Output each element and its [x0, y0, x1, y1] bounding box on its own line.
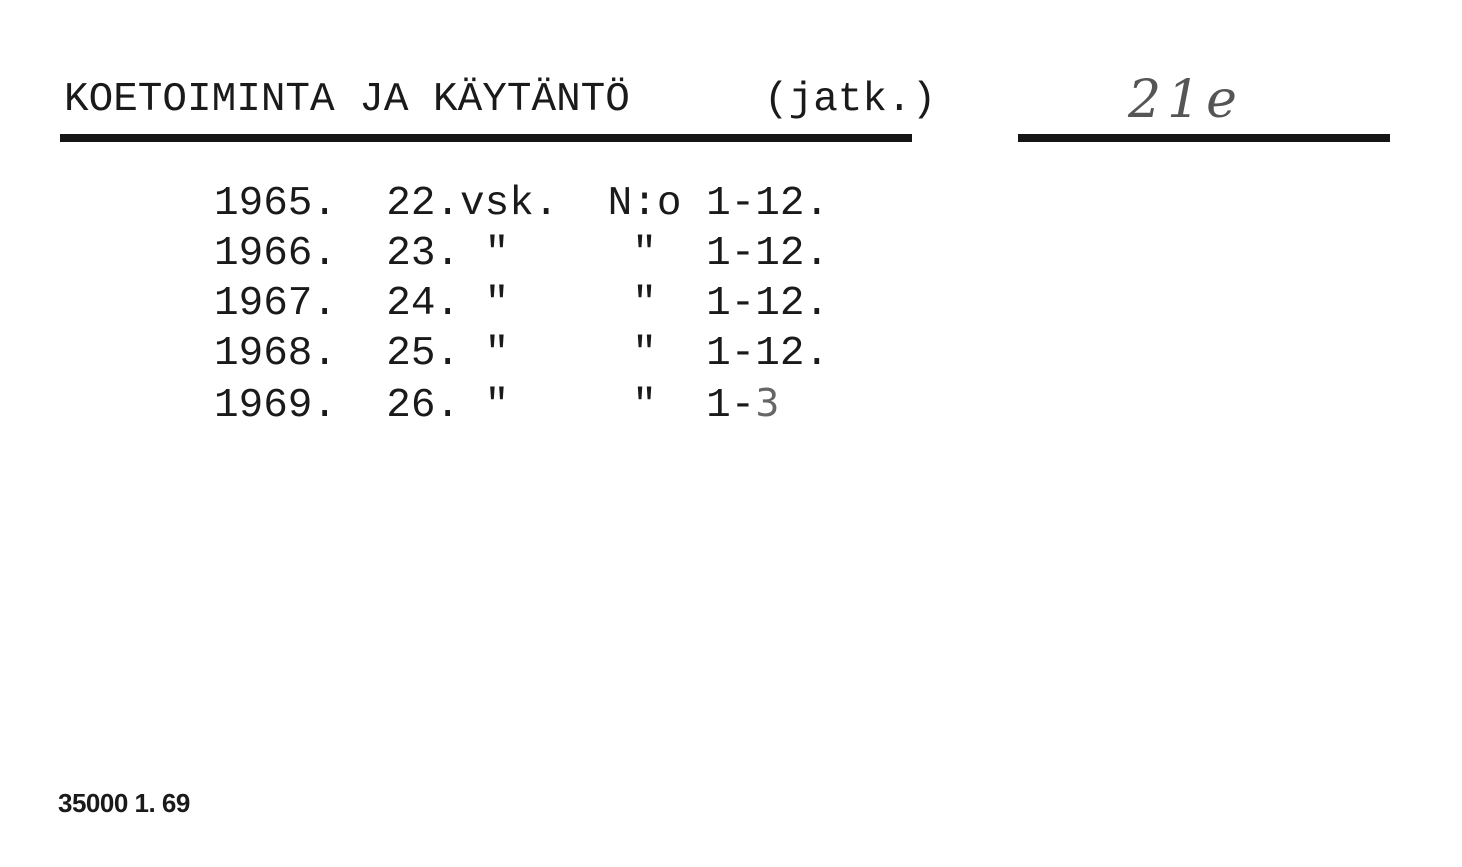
continuation-label: (jatk.): [764, 77, 937, 123]
holding-row: 1966. 23. " " 1-12.: [214, 234, 829, 275]
holding-row: 1969. 26. " " 1-3: [214, 384, 779, 427]
holding-text: 1969. 26. " " 1-: [214, 383, 756, 429]
call-number-rule: [1018, 134, 1390, 142]
card-title: KOETOIMINTA JA KÄYTÄNTÖ: [64, 77, 630, 123]
call-number: 21e: [1128, 70, 1243, 130]
holding-text: 1967. 24. " " 1-12.: [214, 281, 830, 327]
holding-text: 1966. 23. " " 1-12.: [214, 231, 830, 277]
holding-text: 1968. 25. " " 1-12.: [214, 331, 830, 377]
holding-text: 1965. 22.vsk. N:o 1-12.: [214, 181, 830, 227]
holding-row: 1968. 25. " " 1-12.: [214, 334, 829, 375]
holding-row: 1965. 22.vsk. N:o 1-12.: [214, 184, 829, 225]
handwritten-issue-number: 3: [755, 381, 780, 425]
print-code: 35000 1. 69: [58, 788, 190, 818]
holding-row: 1967. 24. " " 1-12.: [214, 284, 829, 325]
title-rule: [60, 134, 912, 142]
